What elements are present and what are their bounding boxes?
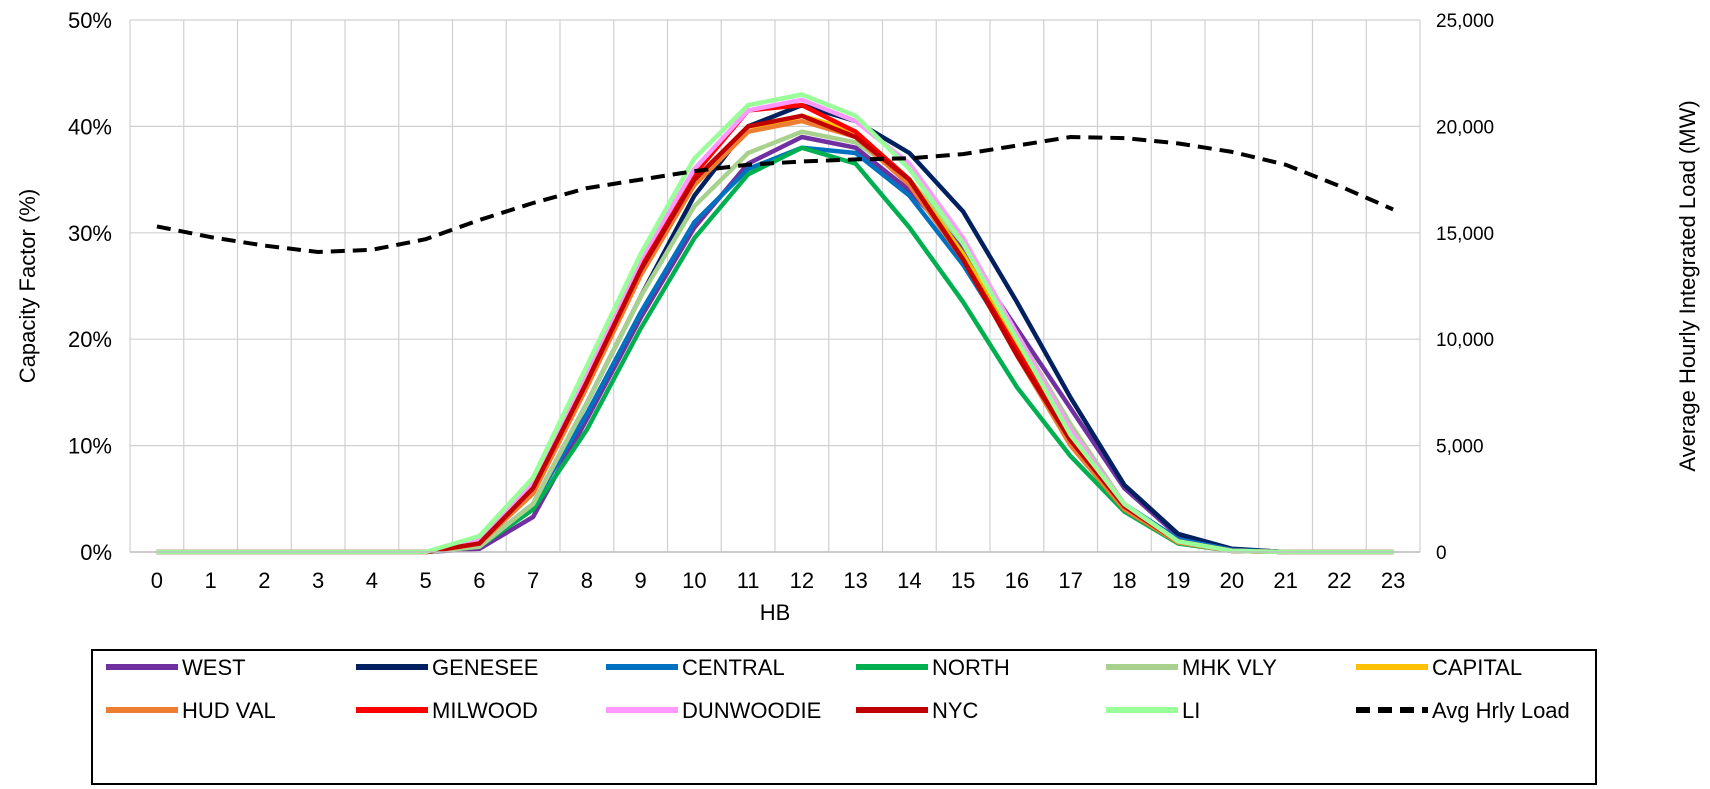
x-tick-label: 22 [1327, 568, 1351, 593]
x-tick-label: 16 [1005, 568, 1029, 593]
legend-label: GENESEE [432, 655, 538, 680]
grid [129, 19, 1421, 553]
legend-label: HUD VAL [182, 698, 276, 723]
legend-label: NORTH [932, 655, 1010, 680]
legend-label: MILWOOD [432, 698, 538, 723]
x-tick-label: 1 [205, 568, 217, 593]
legend-box [91, 649, 1597, 785]
y2-tick-label: 20,000 [1436, 117, 1494, 138]
x-tick-label: 3 [312, 568, 324, 593]
x-axis-title: HB [760, 600, 791, 625]
x-tick-label: 12 [790, 568, 814, 593]
y-tick-label: 50% [68, 8, 112, 33]
y2-tick-label: 15,000 [1436, 224, 1494, 245]
x-tick-label: 17 [1058, 568, 1082, 593]
x-tick-label: 4 [366, 568, 378, 593]
x-tick-label: 23 [1381, 568, 1405, 593]
x-tick-label: 19 [1166, 568, 1190, 593]
x-tick-label: 15 [951, 568, 975, 593]
x-tick-label: 13 [843, 568, 867, 593]
y-tick-label: 40% [68, 114, 112, 139]
y-tick-label: 10% [68, 434, 112, 459]
y2-tick-label: 5,000 [1436, 437, 1484, 458]
x-tick-label: 18 [1112, 568, 1136, 593]
axes: 0 1 2 3 4 5 6 7 8 9 10 11 12 13 14 15 16 17 18 19 20 21 22 230%… [68, 8, 1494, 593]
y-tick-label: 20% [68, 327, 112, 352]
y-axis-title: Capacity Factor (%) [15, 189, 40, 383]
x-tick-label: 8 [581, 568, 593, 593]
x-tick-label: 9 [635, 568, 647, 593]
y2-tick-label: 10,000 [1436, 330, 1494, 351]
legend-label: CAPITAL [1432, 655, 1522, 680]
legend: WEST GENESEE CENTRAL NORTH MHK VLY CAPITAL HUD… [91, 649, 1597, 785]
x-tick-label: 0 [151, 568, 163, 593]
x-tick-label: 10 [682, 568, 706, 593]
x-tick-label: 21 [1273, 568, 1297, 593]
legend-label: Avg Hrly Load [1432, 698, 1570, 723]
x-tick-label: 5 [420, 568, 432, 593]
x-tick-label: 11 [737, 568, 760, 593]
legend-label: MHK VLY [1182, 655, 1277, 680]
legend-label: CENTRAL [682, 655, 785, 680]
x-tick-label: 2 [258, 568, 270, 593]
legend-label: WEST [182, 655, 246, 680]
series-line-avg-hrly-load [156, 135, 1394, 254]
x-tick-label: 20 [1220, 568, 1244, 593]
x-tick-label: 14 [897, 568, 921, 593]
legend-label: DUNWOODIE [682, 698, 821, 723]
x-tick-label: 6 [473, 568, 485, 593]
y2-tick-label: 0 [1436, 543, 1447, 564]
y2-axis-title: Average Hourly Integrated Load (MW) [1675, 100, 1700, 471]
y-tick-label: 0% [80, 540, 112, 565]
y-tick-label: 30% [68, 221, 112, 246]
legend-label: LI [1182, 698, 1200, 723]
x-tick-label: 7 [527, 568, 539, 593]
y2-tick-label: 25,000 [1436, 11, 1494, 32]
legend-label: NYC [932, 698, 979, 723]
